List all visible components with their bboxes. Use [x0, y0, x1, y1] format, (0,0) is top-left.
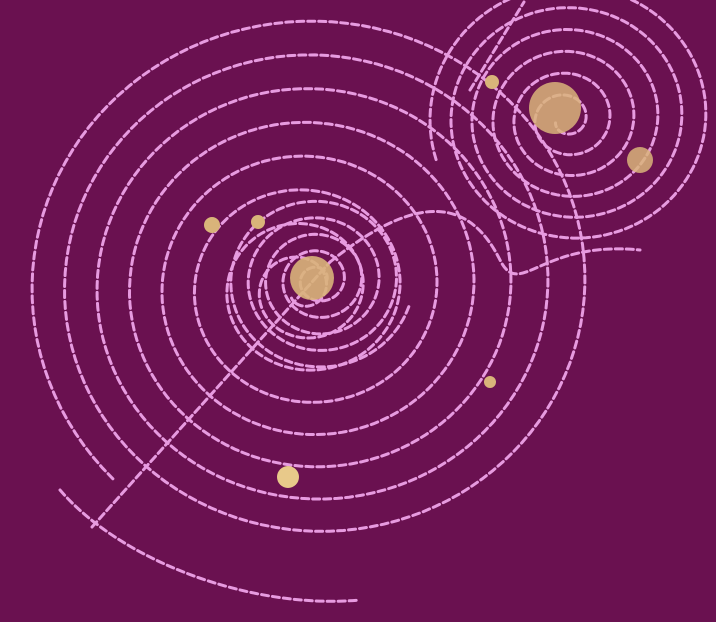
small-vertex — [277, 466, 299, 488]
spiral-track — [229, 199, 411, 369]
particle-tracks — [30, 0, 708, 603]
small-vertex — [484, 376, 496, 388]
spiral-core — [290, 256, 334, 300]
small-vertex — [251, 215, 265, 229]
curved-track — [58, 488, 362, 603]
curved-track — [328, 210, 642, 276]
small-vertex — [627, 147, 653, 173]
spiral-core — [529, 82, 581, 134]
straight-track — [90, 260, 332, 529]
small-vertex — [485, 75, 499, 89]
spiral-track — [428, 0, 708, 240]
small-vertex — [204, 217, 220, 233]
spiral-cores — [204, 75, 653, 488]
spiral-track — [30, 19, 587, 533]
